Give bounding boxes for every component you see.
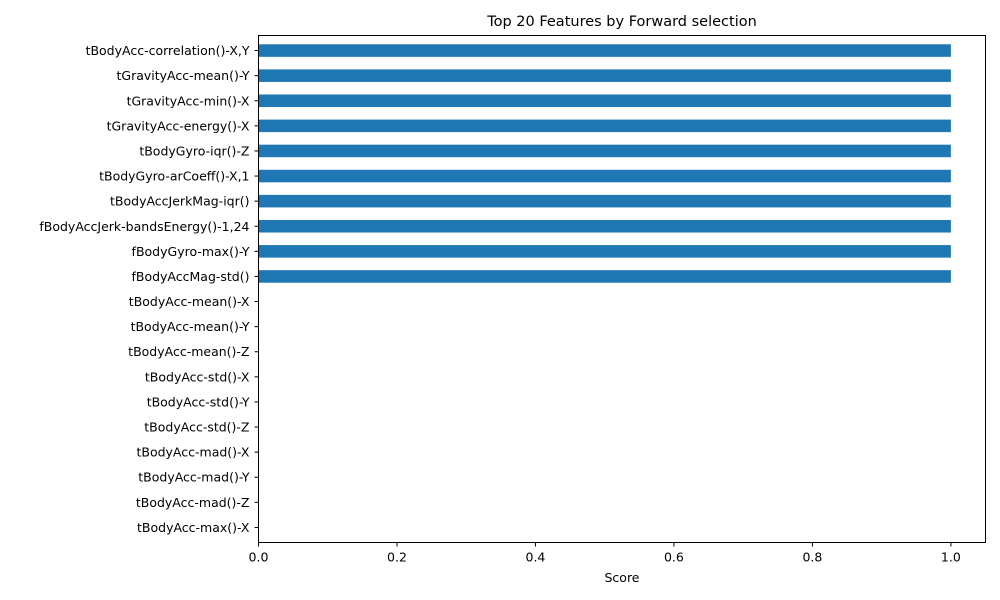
bar — [258, 194, 951, 208]
plot-frame — [258, 35, 986, 543]
x-tick-label: 0.4 — [526, 550, 546, 565]
y-tick-label: tBodyAcc-std()-Z — [144, 420, 249, 435]
y-ticks-group: tBodyAcc-correlation()-X,Y tGravityAcc-me… — [39, 43, 259, 535]
bar — [258, 44, 951, 57]
bar — [258, 245, 951, 258]
y-tick-label: tBodyAcc-mean()-Y — [131, 319, 250, 334]
y-tick-label: tGravityAcc-mean()-Y — [116, 68, 249, 83]
y-tick-label: tBodyGyro-arCoeff()-X,1 — [99, 169, 249, 184]
y-tick-label: fBodyAccMag-std() — [131, 269, 249, 284]
bar — [258, 144, 951, 158]
bar — [258, 219, 951, 233]
y-tick-label: tBodyAcc-correlation()-X,Y — [86, 43, 250, 58]
y-tick-label: fBodyGyro-max()-Y — [132, 244, 250, 259]
y-tick-label: tBodyAcc-std()-Y — [147, 394, 250, 409]
y-tick-label: tGravityAcc-energy()-X — [107, 118, 250, 133]
x-tick-label: 0.8 — [802, 550, 822, 565]
chart-title: Top 20 Features by Forward selection — [486, 14, 757, 30]
y-tick-label: tBodyAcc-mad()-Y — [138, 470, 250, 485]
bar — [258, 169, 951, 183]
y-tick-label: tGravityAcc-min()-X — [127, 93, 250, 108]
x-tick-label: 0.2 — [387, 550, 407, 565]
x-tick-label: 0.0 — [249, 550, 269, 565]
x-tick-label: 0.6 — [664, 550, 684, 565]
x-ticks-group: 0.0 0.2 0.4 0.6 0.8 1.0 — [249, 542, 961, 565]
y-tick-label: tBodyAcc-max()-X — [137, 520, 250, 535]
bar — [258, 69, 951, 82]
bar — [258, 94, 951, 108]
x-tick-label: 1.0 — [941, 550, 961, 565]
y-tick-label: tBodyAcc-mean()-Z — [128, 344, 249, 359]
bars-group — [258, 44, 951, 283]
y-tick-label: fBodyAccJerk-bandsEnergy()-1,24 — [39, 219, 249, 234]
x-axis-label: Score — [604, 570, 639, 585]
y-tick-label: tBodyAcc-mean()-X — [129, 294, 250, 309]
bar — [258, 119, 951, 133]
y-tick-label: tBodyGyro-iqr()-Z — [139, 143, 249, 158]
bar — [258, 270, 951, 283]
y-tick-label: tBodyAcc-mad()-Z — [136, 495, 250, 510]
y-tick-label: tBodyAcc-std()-X — [145, 369, 250, 384]
y-tick-label: tBodyAccJerkMag-iqr() — [110, 194, 249, 209]
y-tick-label: tBodyAcc-mad()-X — [136, 445, 249, 460]
